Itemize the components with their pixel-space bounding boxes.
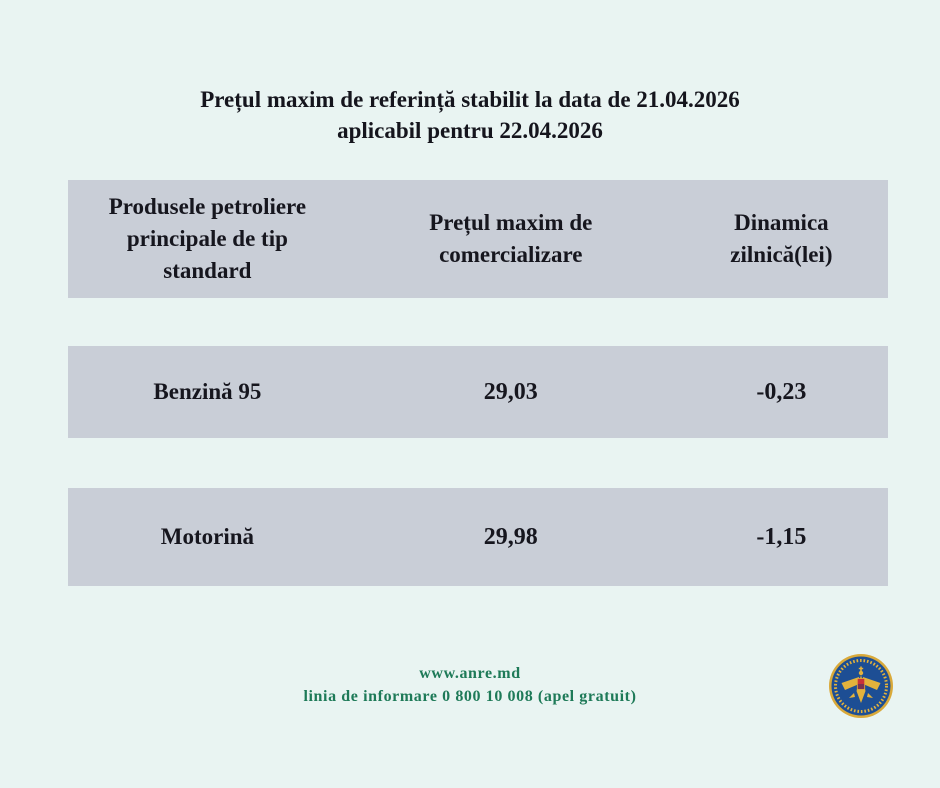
header-max-price-column: Prețul maxim de comercializare [347, 207, 675, 271]
product-name: Benzină 95 [153, 379, 262, 404]
header-products-label: Produsele petroliere principale de tip s… [108, 194, 307, 283]
info-line-text: linia de informare 0 800 10 008 (apel gr… [303, 688, 637, 705]
title-line-1: Prețul maxim de referință stabilit la da… [200, 87, 740, 112]
max-price-value: 29,03 [483, 379, 538, 405]
table-row: Motorină 29,98 -1,15 [68, 488, 888, 586]
header-products-column: Produsele petroliere principale de tip s… [68, 191, 347, 287]
anre-emblem-icon [828, 653, 894, 719]
header-daily-dynamic-label: Dinamica zilnică(lei) [730, 210, 833, 267]
header-daily-dynamic-column: Dinamica zilnică(lei) [675, 207, 888, 271]
table-row: Benzină 95 29,03 -0,23 [68, 346, 888, 438]
table-header-row: Produsele petroliere principale de tip s… [68, 180, 888, 298]
max-price-value: 29,98 [483, 524, 538, 550]
title-line-2: aplicabil pentru 22.04.2026 [337, 118, 603, 143]
daily-dynamic-value: -1,15 [756, 524, 807, 550]
moldova-coat-of-arms-icon [829, 654, 893, 718]
page-title: Prețul maxim de referință stabilit la da… [0, 84, 940, 146]
header-max-price-label: Prețul maxim de comercializare [429, 210, 593, 267]
daily-dynamic-value: -0,23 [756, 379, 807, 405]
website-text: www.anre.md [419, 665, 521, 682]
product-name: Motorină [160, 524, 255, 549]
footer-contact-block: www.anre.md linia de informare 0 800 10 … [0, 662, 940, 708]
